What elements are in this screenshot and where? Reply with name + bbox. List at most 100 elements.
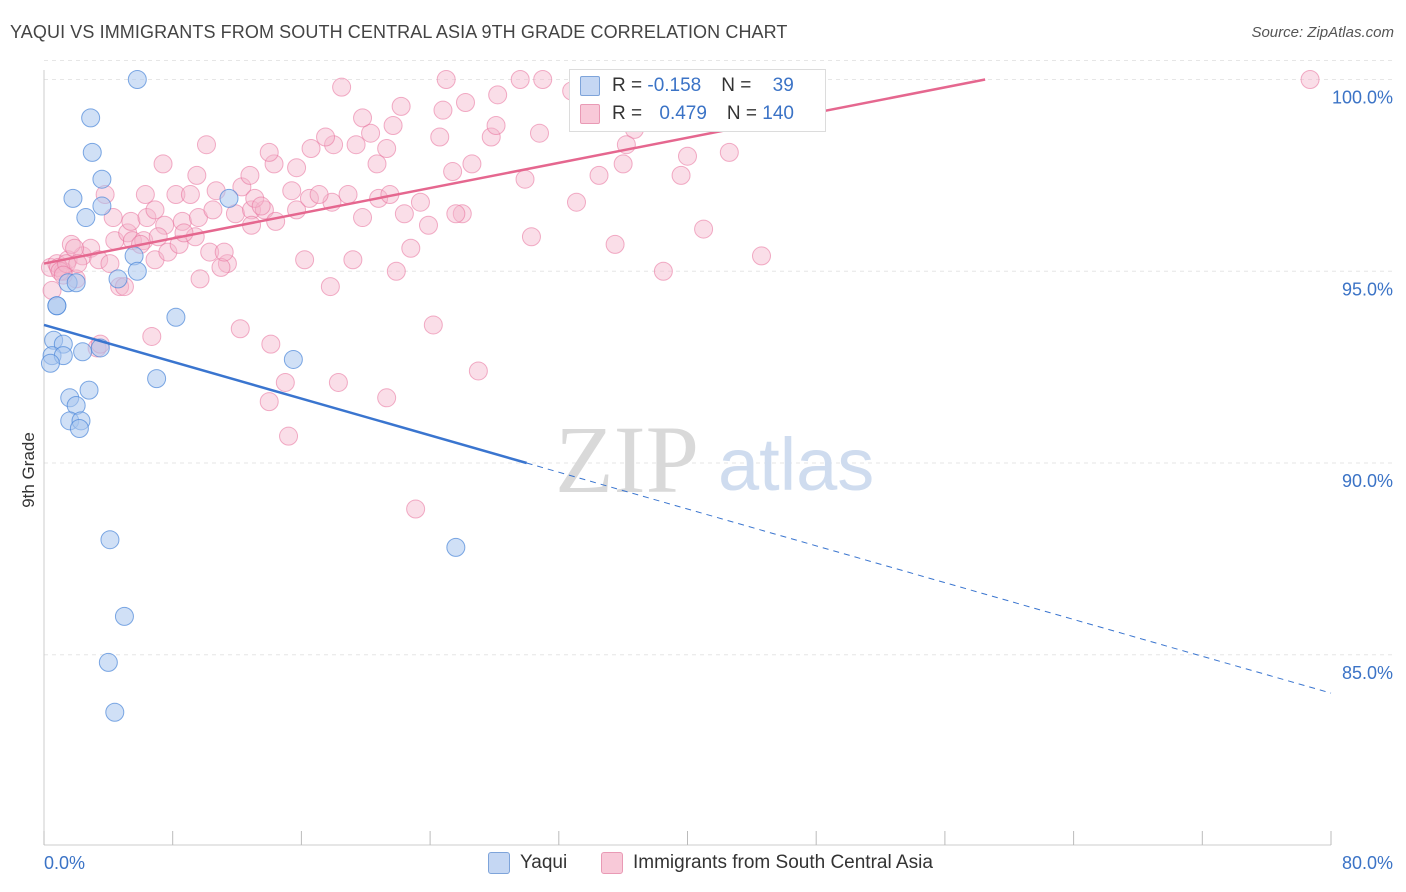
- blue-series-points: [40, 70, 466, 722]
- blue-point: [66, 273, 86, 293]
- blue-point: [63, 188, 83, 208]
- pink-point: [145, 200, 165, 220]
- pink-point: [391, 96, 411, 116]
- pink-point: [443, 162, 463, 182]
- pink-point: [251, 196, 271, 216]
- pink-point: [1300, 70, 1320, 89]
- watermark-zip: ZIP: [555, 406, 699, 513]
- blue-point: [283, 349, 303, 369]
- pink-point: [328, 372, 348, 392]
- pink-point: [301, 139, 321, 159]
- immigrants-legend-swatch: [601, 852, 623, 874]
- legend-item-yaqui[interactable]: Yaqui: [488, 852, 567, 874]
- yaqui-trend-extrapolation: [526, 462, 1332, 694]
- pink-point: [232, 177, 252, 197]
- r-label: R =: [612, 75, 648, 96]
- n-label: N =: [721, 75, 757, 96]
- pink-point: [240, 165, 260, 185]
- pink-point: [295, 250, 315, 270]
- pink-point: [488, 85, 508, 105]
- pink-point: [377, 388, 397, 408]
- r-value-immigrants: 0.479: [659, 103, 707, 124]
- pink-point: [299, 188, 319, 208]
- yaqui-trend-line: [43, 323, 527, 465]
- blue-point: [108, 269, 128, 289]
- pink-point: [462, 154, 482, 174]
- pink-point: [566, 192, 586, 212]
- pink-point: [65, 238, 85, 258]
- y-tick-label: 90.0%: [1342, 471, 1393, 491]
- pink-point: [521, 227, 541, 247]
- pink-point: [383, 116, 403, 136]
- pink-point: [230, 319, 250, 339]
- pink-point: [275, 372, 295, 392]
- blue-point: [73, 342, 93, 362]
- pink-point: [394, 204, 414, 224]
- pink-point: [436, 70, 456, 89]
- stats-legend-row-immigrants: R = 0.479 N = 140: [580, 101, 794, 127]
- x-tick-label: 80.0%: [1342, 853, 1393, 873]
- legend-item-immigrants[interactable]: Immigrants from South Central Asia: [601, 852, 933, 874]
- pink-point: [529, 123, 549, 143]
- pink-point: [613, 154, 633, 174]
- pink-point: [259, 392, 279, 412]
- pink-point: [418, 215, 438, 235]
- n-value-immigrants: 140: [762, 103, 794, 124]
- blue-point: [105, 702, 125, 722]
- pink-point: [533, 70, 553, 89]
- blue-point: [127, 70, 147, 89]
- pink-point: [430, 127, 450, 147]
- pink-point: [377, 139, 397, 159]
- pink-point: [605, 234, 625, 254]
- blue-point: [166, 307, 186, 327]
- pink-point: [279, 426, 299, 446]
- blue-point: [124, 246, 144, 266]
- pink-point: [452, 204, 472, 224]
- pink-point: [103, 208, 123, 228]
- pink-point: [264, 154, 284, 174]
- blue-point: [446, 537, 466, 557]
- pink-point: [100, 254, 120, 274]
- pink-point: [89, 250, 109, 270]
- pink-point: [386, 261, 406, 281]
- pink-point: [316, 127, 336, 147]
- blue-point: [92, 196, 112, 216]
- immigrants-trend-line: [43, 78, 986, 265]
- pink-point: [752, 246, 772, 266]
- pink-point: [200, 242, 220, 262]
- x-tick-label: 0.0%: [44, 853, 85, 873]
- yaqui-swatch: [580, 76, 600, 96]
- pink-point: [481, 127, 501, 147]
- pink-point: [719, 142, 739, 162]
- pink-point: [671, 165, 691, 185]
- pink-point: [346, 135, 366, 155]
- pink-point: [309, 185, 329, 205]
- pink-point: [515, 169, 535, 189]
- pink-point: [320, 277, 340, 297]
- pink-point: [180, 185, 200, 205]
- y-tick-label: 85.0%: [1342, 663, 1393, 683]
- blue-point: [127, 261, 147, 281]
- pink-point: [135, 185, 155, 205]
- blue-point: [76, 208, 96, 228]
- bottom-legend: Yaqui Immigrants from South Central Asia: [0, 852, 1406, 878]
- pink-point: [446, 204, 466, 224]
- pink-point: [261, 334, 281, 354]
- pink-point: [166, 185, 186, 205]
- pink-point: [242, 200, 262, 220]
- blue-point: [79, 380, 99, 400]
- pink-point: [142, 326, 162, 346]
- pink-point: [203, 200, 223, 220]
- tick-labels: 85.0% 90.0% 95.0% 100.0% 0.0% 80.0%: [44, 88, 1393, 874]
- legend-label-yaqui: Yaqui: [520, 852, 568, 873]
- yaqui-legend-swatch: [488, 852, 510, 874]
- pink-point: [410, 192, 430, 212]
- pink-point: [324, 135, 344, 155]
- pink-point: [137, 208, 157, 228]
- pink-point: [353, 108, 373, 128]
- blue-point: [147, 369, 167, 389]
- pink-point: [174, 223, 194, 243]
- pink-point: [190, 269, 210, 289]
- trend-lines: [43, 78, 1332, 694]
- blue-point: [92, 169, 112, 189]
